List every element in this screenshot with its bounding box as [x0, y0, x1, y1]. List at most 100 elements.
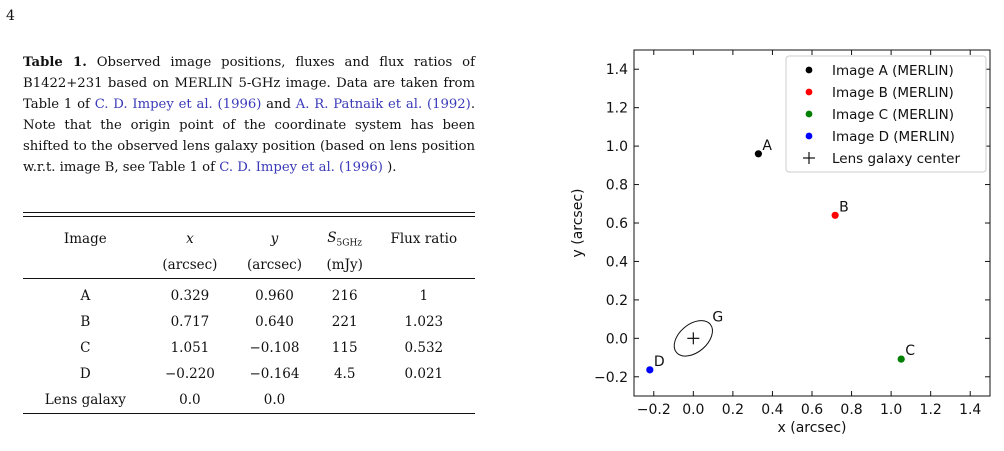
cell-x: 0.717 — [170, 314, 210, 330]
caption-text-4: ). — [382, 160, 397, 175]
cell-y: 0.0 — [263, 392, 286, 408]
point-label: D — [654, 354, 665, 370]
cell-s: 221 — [331, 314, 358, 330]
cell-y: −0.108 — [249, 340, 300, 356]
x-tick-label: 0.0 — [682, 402, 704, 418]
y-tick-label: 0.0 — [606, 331, 628, 347]
cell-flux: 1 — [419, 288, 429, 304]
cell-x: 1.051 — [170, 340, 210, 356]
y-tick-label: 0.8 — [606, 178, 628, 194]
table-row: C 1.051 −0.108 115 0.532 — [23, 335, 475, 361]
header-s5ghz: S5GHz — [317, 226, 373, 252]
x-tick-label: 1.4 — [959, 402, 981, 418]
legend-label: Image D (MERLIN) — [832, 129, 955, 145]
units-y: (arcsec) — [246, 257, 303, 273]
table-top-rule-2 — [23, 216, 475, 217]
cell-x: 0.329 — [170, 288, 210, 304]
cell-image: D — [79, 366, 91, 382]
x-tick-label: 1.0 — [880, 402, 902, 418]
point-label: G — [712, 309, 723, 325]
cell-flux — [373, 387, 475, 414]
point-label: B — [839, 199, 849, 215]
point-label: C — [905, 343, 915, 359]
x-tick-label: 1.2 — [920, 402, 942, 418]
cell-x: 0.0 — [179, 392, 201, 408]
axis-ticks: −0.2 0.0 0.2 0.4 0.6 0.8 1.0 1.2 1.4 −0.2 0.0 0.2 0.… — [594, 50, 990, 418]
header-y: y — [270, 231, 279, 247]
lens-galaxy-ellipse — [673, 320, 713, 357]
x-tick-label: 0.8 — [840, 402, 862, 418]
y-tick-label: 0.4 — [606, 254, 628, 270]
x-tick-label: 0.4 — [761, 402, 783, 418]
header-image: Image — [63, 231, 107, 247]
data-point-c — [897, 355, 905, 363]
caption-text-1: Observed image positions, fluxes and flu… — [23, 55, 475, 112]
citation-patnaik[interactable]: A. R. Patnaik et al. (1992) — [295, 97, 471, 112]
cell-flux: 0.021 — [404, 366, 444, 382]
y-tick-label: −0.2 — [594, 370, 628, 386]
x-axis-label: x (arcsec) — [778, 420, 847, 436]
header-s-sub: 5GHz — [336, 238, 363, 249]
header-x: x — [186, 231, 194, 247]
table-row: Lens galaxy 0.0 0.0 — [23, 387, 475, 414]
y-axis-label: y (arcsec) — [570, 189, 586, 258]
table-units-row: (arcsec) (arcsec) (mJy) — [23, 252, 475, 279]
y-tick-label: 0.6 — [606, 216, 628, 232]
cell-x: −0.220 — [164, 366, 215, 382]
legend-label: Lens galaxy center — [832, 151, 960, 167]
cell-s: 115 — [331, 340, 358, 356]
y-tick-label: 1.2 — [606, 101, 628, 117]
table-top-rule-1 — [23, 212, 475, 213]
y-tick-label: 0.2 — [606, 293, 628, 309]
citation-impey-2[interactable]: C. D. Impey et al. (1996) — [219, 160, 383, 175]
x-tick-label: 0.6 — [801, 402, 823, 418]
legend-marker — [805, 88, 813, 96]
table-row: D −0.220 −0.164 4.5 0.021 — [23, 361, 475, 387]
y-tick-label: 1.0 — [606, 139, 628, 155]
header-s-main: S — [327, 229, 337, 246]
caption-text-3: . Note that the origin point of the coor… — [23, 97, 476, 175]
cell-y: 0.960 — [255, 288, 294, 304]
cell-image: B — [80, 314, 91, 330]
units-flux — [373, 252, 475, 279]
x-tick-label: 0.2 — [722, 402, 744, 418]
legend-box — [785, 55, 987, 173]
cell-image: Lens galaxy — [44, 392, 126, 408]
image-positions-plot: −0.2 0.0 0.2 0.4 0.6 0.8 1.0 1.2 1.4 −0.2 0.0 0.2 0.… — [570, 49, 991, 436]
legend-label: Image B (MERLIN) — [832, 85, 954, 101]
x-tick-label: −0.2 — [637, 402, 671, 418]
legend-label: Image A (MERLIN) — [832, 63, 954, 79]
legend-marker — [805, 110, 813, 118]
page-number: 4 — [6, 8, 15, 24]
citation-impey-1[interactable]: C. D. Impey et al. (1996) — [94, 97, 262, 112]
point-label: A — [762, 138, 772, 154]
cell-y: 0.640 — [255, 314, 294, 330]
cell-flux: 0.532 — [404, 340, 444, 356]
cell-image: A — [80, 288, 91, 304]
cell-s: 4.5 — [333, 366, 356, 382]
data-point-a — [754, 150, 763, 158]
caption-label: Table 1. — [23, 55, 87, 70]
data-table: Image x y S5GHz Flux ratio (arcsec) (arc… — [23, 226, 475, 414]
table-row: B 0.717 0.640 221 1.023 — [23, 309, 475, 335]
legend-label: Image C (MERLIN) — [832, 107, 954, 123]
table-header-row: Image x y S5GHz Flux ratio — [23, 226, 475, 252]
cell-y: −0.164 — [249, 366, 300, 382]
legend-marker — [805, 66, 813, 74]
header-flux-ratio: Flux ratio — [390, 231, 458, 247]
caption-text-2: and — [261, 97, 296, 112]
data-marks: A B C D G — [646, 138, 915, 374]
cell-flux: 1.023 — [404, 314, 444, 330]
data-point-d — [646, 366, 654, 374]
cell-image: C — [80, 340, 91, 356]
units-image — [23, 252, 148, 279]
table-caption: Table 1. Observed image positions, fluxe… — [23, 52, 475, 178]
y-tick-label: 1.4 — [606, 62, 628, 78]
units-x: (arcsec) — [162, 257, 218, 273]
table-row: A 0.329 0.960 216 1 — [23, 279, 475, 310]
cell-s: 216 — [331, 288, 358, 304]
units-s: (mJy) — [326, 257, 363, 273]
data-point-b — [831, 211, 839, 219]
legend: Image A (MERLIN) Image B (MERLIN) Image C … — [785, 55, 987, 173]
cell-s — [317, 387, 373, 414]
